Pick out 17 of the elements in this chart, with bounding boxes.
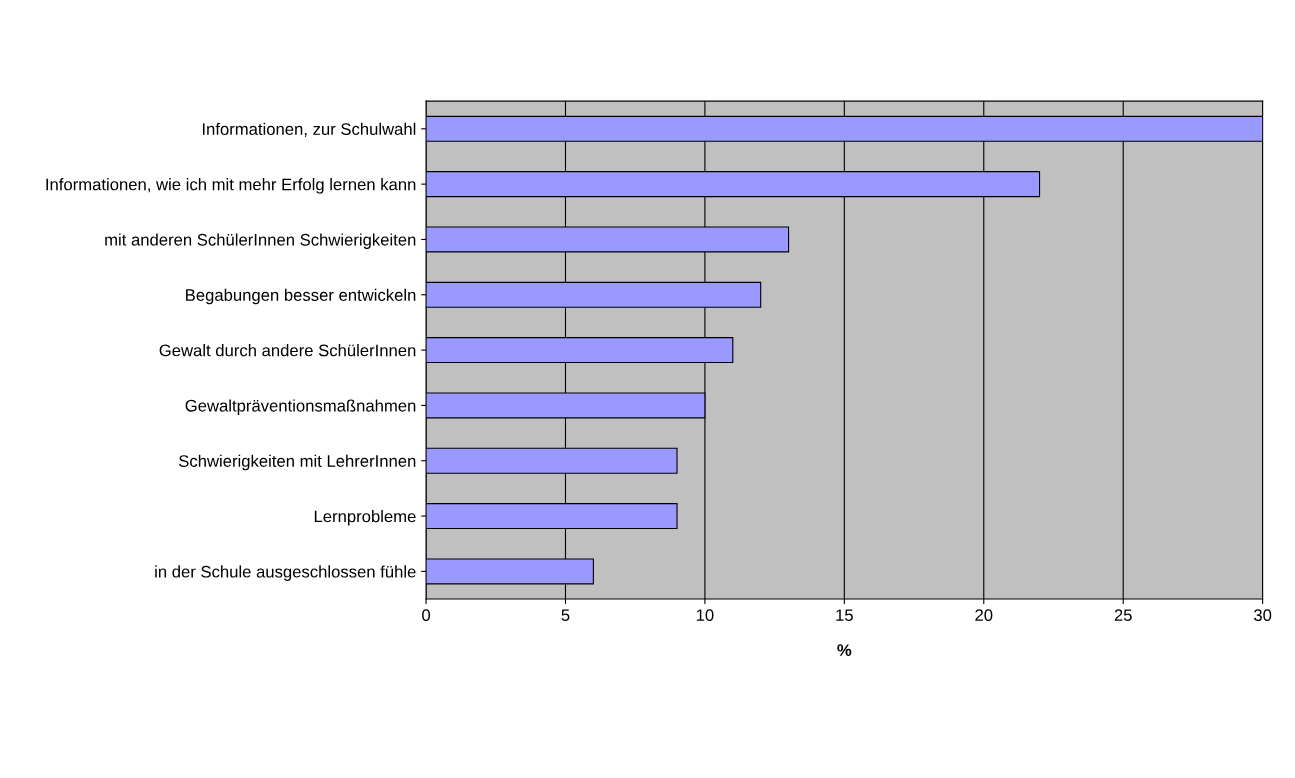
y-tick-label: Informationen, zur Schulwahl	[202, 122, 416, 137]
x-tick-label: 30	[1253, 609, 1272, 622]
y-tick-label: in der Schule ausgeschlossen fühle	[155, 565, 416, 581]
y-tick-label: Schwierigkeiten mit LehrerInnen	[179, 454, 416, 471]
x-tick-label: 25	[1114, 609, 1132, 622]
y-tick-label: mit anderen SchülerInnen Schwierigkeiten	[105, 233, 416, 249]
y-tick-label: Begabungen besser entwickeln	[186, 288, 416, 305]
x-axis-title: %	[837, 644, 852, 656]
y-tick-label: Gewaltpräventionsmaßnahmen	[185, 399, 416, 415]
x-tick-label: 10	[696, 609, 714, 622]
y-tick-label: Lernprobleme	[314, 510, 416, 526]
x-tick-label: 15	[836, 609, 853, 622]
x-tick-label: 20	[975, 609, 993, 622]
x-tick-label: 5	[561, 609, 570, 622]
y-tick-label: Gewalt durch andere SchülerInnen	[159, 344, 416, 357]
y-tick-label: Informationen, wie ich mit mehr Erfolg lernen kann	[46, 178, 416, 194]
x-tick-label: 0	[422, 609, 431, 622]
